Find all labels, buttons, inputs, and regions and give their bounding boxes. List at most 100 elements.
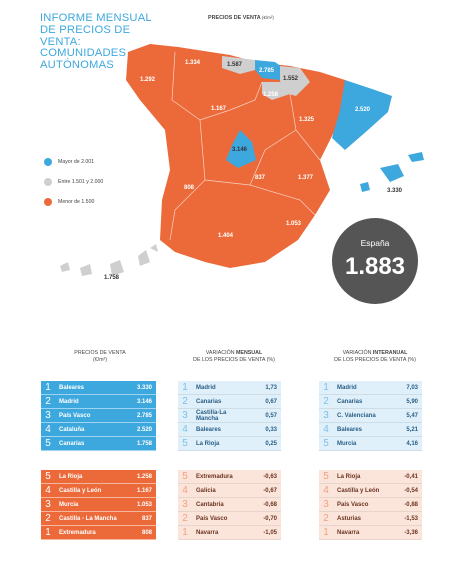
ranking-val: 4,16 [406, 440, 418, 447]
label-murcia: 1.053 [286, 221, 302, 227]
map-title-text: PRECIOS DE VENTA [208, 15, 261, 21]
ranking-val: -0,67 [263, 487, 277, 494]
ranking-num: 3 [323, 499, 329, 510]
map-title-unit: (€/m²) [261, 15, 274, 20]
legend-item: Mayor de 2.001 [44, 152, 103, 172]
legend-item: Menor de 1.500 [44, 192, 103, 212]
spain-average-badge: España 1.883 [332, 218, 418, 304]
ranking-name: Cantabria [196, 501, 224, 508]
map-legend: Mayor de 2.001 Entre 1.501 y 2.000 Menor… [44, 152, 103, 212]
ranking-val: 1.258 [136, 473, 152, 480]
ranking-val: 7,03 [406, 384, 418, 391]
ranking-val: -0,68 [263, 501, 277, 508]
ranking-val: 2.520 [136, 426, 152, 433]
ranking-val: 1.758 [136, 440, 152, 447]
ranking-val: -0,70 [263, 515, 277, 522]
ranking-name: Castilla y León [337, 487, 380, 494]
label-pais-vasco: 2.785 [259, 68, 275, 74]
ranking-val: 5,90 [406, 398, 418, 405]
label-aragon: 1.325 [299, 117, 315, 123]
ranking-row: 2 Madrid 3.146 [41, 395, 156, 409]
ranking-val: 3.330 [136, 384, 152, 391]
ranking-num: 5 [45, 438, 51, 449]
ranking-num: 2 [323, 396, 329, 407]
ranking-val: 1.167 [136, 487, 152, 494]
label-castilla-leon: 1.167 [211, 106, 227, 112]
label-canarias: 1.758 [104, 275, 120, 281]
ranking-val: 1,73 [265, 384, 277, 391]
ranking-num: 4 [45, 424, 51, 435]
ranking-row: 4 Castilla y León -0,54 [319, 484, 422, 498]
ranking-num: 2 [45, 513, 51, 524]
ranking-row: 1 Extremadura 808 [41, 526, 156, 540]
ranking-name: Cataluña [59, 426, 85, 433]
ranking-name: Castilla - La Mancha [59, 515, 117, 522]
map-title: PRECIOS DE VENTA (€/m²) [208, 15, 274, 21]
label-cataluna: 2.520 [355, 107, 371, 113]
col-title-interanual: VARIACIÓN INTERANUAL DE LOS PRECIOS DE V… [316, 350, 434, 364]
ranking-val: 3.146 [136, 398, 152, 405]
ranking-row: 5 La Rioja 0,25 [178, 437, 281, 451]
legend-item: Entre 1.501 y 2.000 [44, 172, 103, 192]
ranking-val: 2.785 [136, 412, 152, 419]
legend-swatch [44, 178, 52, 186]
ranking-row: 3 Murcia 1.053 [41, 498, 156, 512]
ranking-row: 3 Castilla-La Mancha 0,57 [178, 409, 281, 423]
ranking-val: -0,88 [404, 501, 418, 508]
col-title-precios: PRECIOS DE VENTA (€/m²) [40, 350, 160, 364]
col-title-precios-unit: (€/m²) [92, 357, 108, 363]
ranking-name: C. Valenciana [337, 412, 376, 419]
ranking-name: Murcia [337, 440, 357, 447]
ranking-row: 3 Cantabria -0,68 [178, 498, 281, 512]
ranking-name: Madrid [337, 384, 357, 391]
ranking-num: 2 [182, 396, 188, 407]
label-cantabria: 1.587 [227, 62, 243, 68]
ranking-val: 1.053 [136, 501, 152, 508]
ranking-name: Baleares [337, 426, 363, 433]
ranking-num: 5 [323, 438, 329, 449]
label-baleares: 3.330 [387, 188, 403, 194]
ranking-val: 5,47 [406, 412, 418, 419]
region-pais-vasco [255, 60, 286, 80]
report-title: INFORME MENSUAL DE PRECIOS DE VENTA: COM… [40, 12, 152, 72]
spain-label: España [360, 238, 390, 248]
col-title-precios-text: PRECIOS DE VENTA [74, 350, 126, 356]
ranking-row: 2 País Vasco -0,70 [178, 512, 281, 526]
ranking-num: 4 [45, 485, 51, 496]
region-cataluna [332, 80, 392, 150]
ranking-name: Asturias [337, 515, 362, 522]
region-navarra [280, 66, 310, 96]
ranking-row: 4 Castilla y León 1.167 [41, 484, 156, 498]
ranking-val: -0,63 [263, 473, 277, 480]
ranking-num: 3 [45, 499, 51, 510]
region-cantabria [222, 56, 255, 74]
ranking-row: 2 Asturias -1,53 [319, 512, 422, 526]
ranking-val: -0,54 [404, 487, 418, 494]
ranking-num: 5 [182, 471, 188, 482]
label-galicia: 1.292 [140, 77, 156, 83]
spain-value: 1.883 [344, 253, 406, 280]
legend-swatch [44, 198, 52, 206]
ranking-num: 4 [323, 485, 329, 496]
panel-precios-bottom: 5 La Rioja 1.258 4 Castilla y León 1.167 3 Murc… [41, 470, 156, 540]
ranking-name: La Rioja [59, 473, 83, 480]
label-navarra: 1.552 [283, 76, 299, 82]
region-canarias [60, 244, 158, 276]
ranking-row: 5 La Rioja -0,41 [319, 470, 422, 484]
ranking-name: Castilla-La Mancha [196, 409, 227, 422]
ranking-name: Canarias [196, 398, 222, 405]
ranking-val: 808 [141, 529, 152, 536]
ranking-row: 2 Canarias 0,67 [178, 395, 281, 409]
col-title-mensual-sub: DE LOS PRECIOS DE VENTA (%) [193, 357, 275, 363]
ranking-name: Extremadura [59, 529, 96, 536]
label-castilla-mancha: 837 [255, 175, 266, 181]
ranking-row: 3 País Vasco 2.785 [41, 409, 156, 423]
ranking-name: País Vasco [196, 515, 228, 522]
ranking-name: Navarra [337, 529, 360, 536]
panel-interanual-top: 1 Madrid 7,03 2 Canarias 5,90 3 C. Valenciana 5,… [319, 381, 422, 451]
ranking-num: 1 [45, 527, 51, 538]
label-madrid: 3.146 [232, 147, 248, 153]
label-la-rioja: 1.258 [263, 92, 279, 98]
ranking-val: 0,25 [265, 440, 277, 447]
ranking-num: 5 [323, 471, 329, 482]
